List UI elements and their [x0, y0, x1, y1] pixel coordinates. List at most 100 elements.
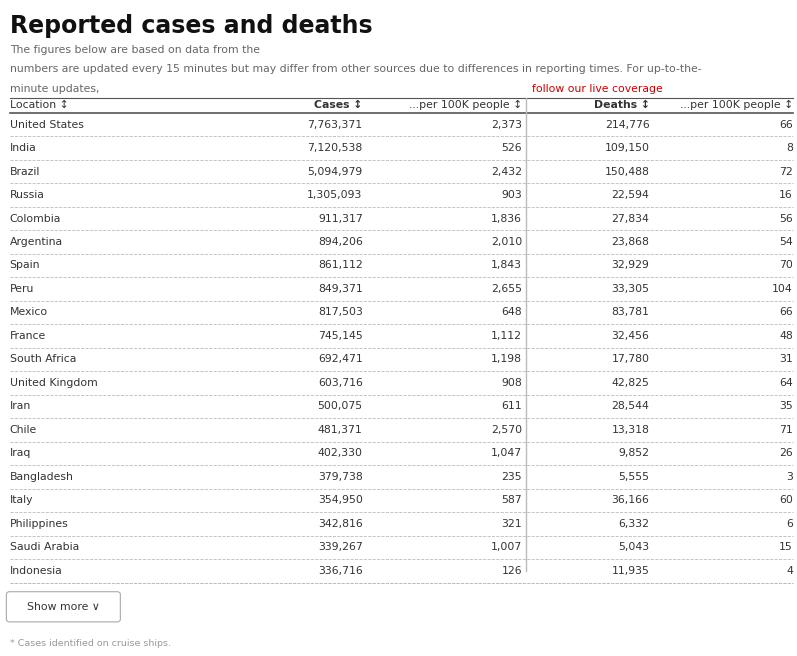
Text: 109,150: 109,150	[605, 143, 650, 153]
Text: 31: 31	[779, 354, 793, 365]
Text: Iran: Iran	[10, 401, 31, 411]
Text: 5,555: 5,555	[618, 472, 650, 482]
Text: 26: 26	[779, 448, 793, 459]
Text: 1,112: 1,112	[491, 331, 522, 341]
Text: Mexico: Mexico	[10, 308, 48, 318]
Text: 56: 56	[779, 213, 793, 224]
Text: 1,198: 1,198	[491, 354, 522, 365]
Text: 5,043: 5,043	[618, 543, 650, 552]
Text: 214,776: 214,776	[605, 119, 650, 130]
Text: 817,503: 817,503	[318, 308, 363, 318]
Text: Russia: Russia	[10, 190, 45, 200]
Text: 336,716: 336,716	[318, 565, 363, 576]
Text: Colombia: Colombia	[10, 213, 61, 224]
Text: 66: 66	[779, 308, 793, 318]
Text: 66: 66	[779, 119, 793, 130]
Text: 849,371: 849,371	[318, 284, 363, 294]
Text: 83,781: 83,781	[611, 308, 650, 318]
Text: Chile: Chile	[10, 425, 37, 435]
Text: 126: 126	[501, 565, 522, 576]
Text: The figures below are based on data from the: The figures below are based on data from…	[10, 45, 263, 54]
Text: Italy: Italy	[10, 495, 33, 505]
Text: 6,332: 6,332	[618, 519, 650, 529]
Text: minute updates,: minute updates,	[10, 84, 103, 94]
Text: Reported cases and deaths: Reported cases and deaths	[10, 14, 372, 39]
Text: 1,843: 1,843	[491, 260, 522, 270]
Text: Brazil: Brazil	[10, 167, 40, 176]
Text: 16: 16	[779, 190, 793, 200]
Text: 8: 8	[786, 143, 793, 153]
Text: 22,594: 22,594	[611, 190, 650, 200]
Text: Saudi Arabia: Saudi Arabia	[10, 543, 79, 552]
Text: 28,544: 28,544	[611, 401, 650, 411]
Text: Deaths ↕: Deaths ↕	[594, 100, 650, 110]
Text: 13,318: 13,318	[611, 425, 650, 435]
Text: 354,950: 354,950	[318, 495, 363, 505]
Text: 33,305: 33,305	[611, 284, 650, 294]
Text: 27,834: 27,834	[611, 213, 650, 224]
Text: 2,655: 2,655	[491, 284, 522, 294]
Text: ...per 100K people ↕: ...per 100K people ↕	[409, 100, 522, 110]
Text: 911,317: 911,317	[318, 213, 363, 224]
Text: 903: 903	[501, 190, 522, 200]
Text: 72: 72	[779, 167, 793, 176]
Text: 70: 70	[779, 260, 793, 270]
Text: Argentina: Argentina	[10, 237, 63, 247]
Text: 2,432: 2,432	[491, 167, 522, 176]
Text: 23,868: 23,868	[611, 237, 650, 247]
Text: * Cases identified on cruise ships.: * Cases identified on cruise ships.	[10, 639, 171, 648]
Text: 11,935: 11,935	[611, 565, 650, 576]
Text: 481,371: 481,371	[318, 425, 363, 435]
Text: 235: 235	[501, 472, 522, 482]
Text: 36,166: 36,166	[611, 495, 650, 505]
Text: Cases ↕: Cases ↕	[314, 100, 363, 110]
Text: 54: 54	[779, 237, 793, 247]
FancyBboxPatch shape	[6, 592, 120, 622]
Text: Philippines: Philippines	[10, 519, 69, 529]
Text: 2,373: 2,373	[491, 119, 522, 130]
Text: 104: 104	[772, 284, 793, 294]
Text: 48: 48	[779, 331, 793, 341]
Text: Indonesia: Indonesia	[10, 565, 62, 576]
Text: 17,780: 17,780	[611, 354, 650, 365]
Text: 587: 587	[501, 495, 522, 505]
Text: 1,305,093: 1,305,093	[308, 190, 363, 200]
Text: 4: 4	[786, 565, 793, 576]
Text: 603,716: 603,716	[318, 378, 363, 388]
Text: 60: 60	[779, 495, 793, 505]
Text: 526: 526	[501, 143, 522, 153]
Text: 42,825: 42,825	[611, 378, 650, 388]
Text: 32,456: 32,456	[611, 331, 650, 341]
Text: 611: 611	[501, 401, 522, 411]
Text: 648: 648	[501, 308, 522, 318]
Text: United Kingdom: United Kingdom	[10, 378, 97, 388]
Text: Peru: Peru	[10, 284, 34, 294]
Text: 3: 3	[786, 472, 793, 482]
Text: 7,763,371: 7,763,371	[308, 119, 363, 130]
Text: ...per 100K people ↕: ...per 100K people ↕	[680, 100, 793, 110]
Text: 342,816: 342,816	[318, 519, 363, 529]
Text: Show more ∨: Show more ∨	[27, 602, 100, 612]
Text: 150,488: 150,488	[605, 167, 650, 176]
Text: France: France	[10, 331, 45, 341]
Text: 894,206: 894,206	[318, 237, 363, 247]
Text: United States: United States	[10, 119, 84, 130]
Text: Location ↕: Location ↕	[10, 100, 69, 110]
Text: 861,112: 861,112	[318, 260, 363, 270]
Text: Spain: Spain	[10, 260, 40, 270]
Text: 321: 321	[501, 519, 522, 529]
Text: 32,929: 32,929	[611, 260, 650, 270]
Text: 908: 908	[501, 378, 522, 388]
Text: 35: 35	[779, 401, 793, 411]
Text: 1,836: 1,836	[491, 213, 522, 224]
Text: 745,145: 745,145	[318, 331, 363, 341]
Text: 5,094,979: 5,094,979	[308, 167, 363, 176]
Text: 1,047: 1,047	[491, 448, 522, 459]
Text: Iraq: Iraq	[10, 448, 31, 459]
Text: 339,267: 339,267	[318, 543, 363, 552]
Text: 500,075: 500,075	[317, 401, 363, 411]
Text: 2,010: 2,010	[491, 237, 522, 247]
Text: 1,007: 1,007	[491, 543, 522, 552]
Text: follow our live coverage: follow our live coverage	[532, 84, 662, 94]
Text: India: India	[10, 143, 37, 153]
